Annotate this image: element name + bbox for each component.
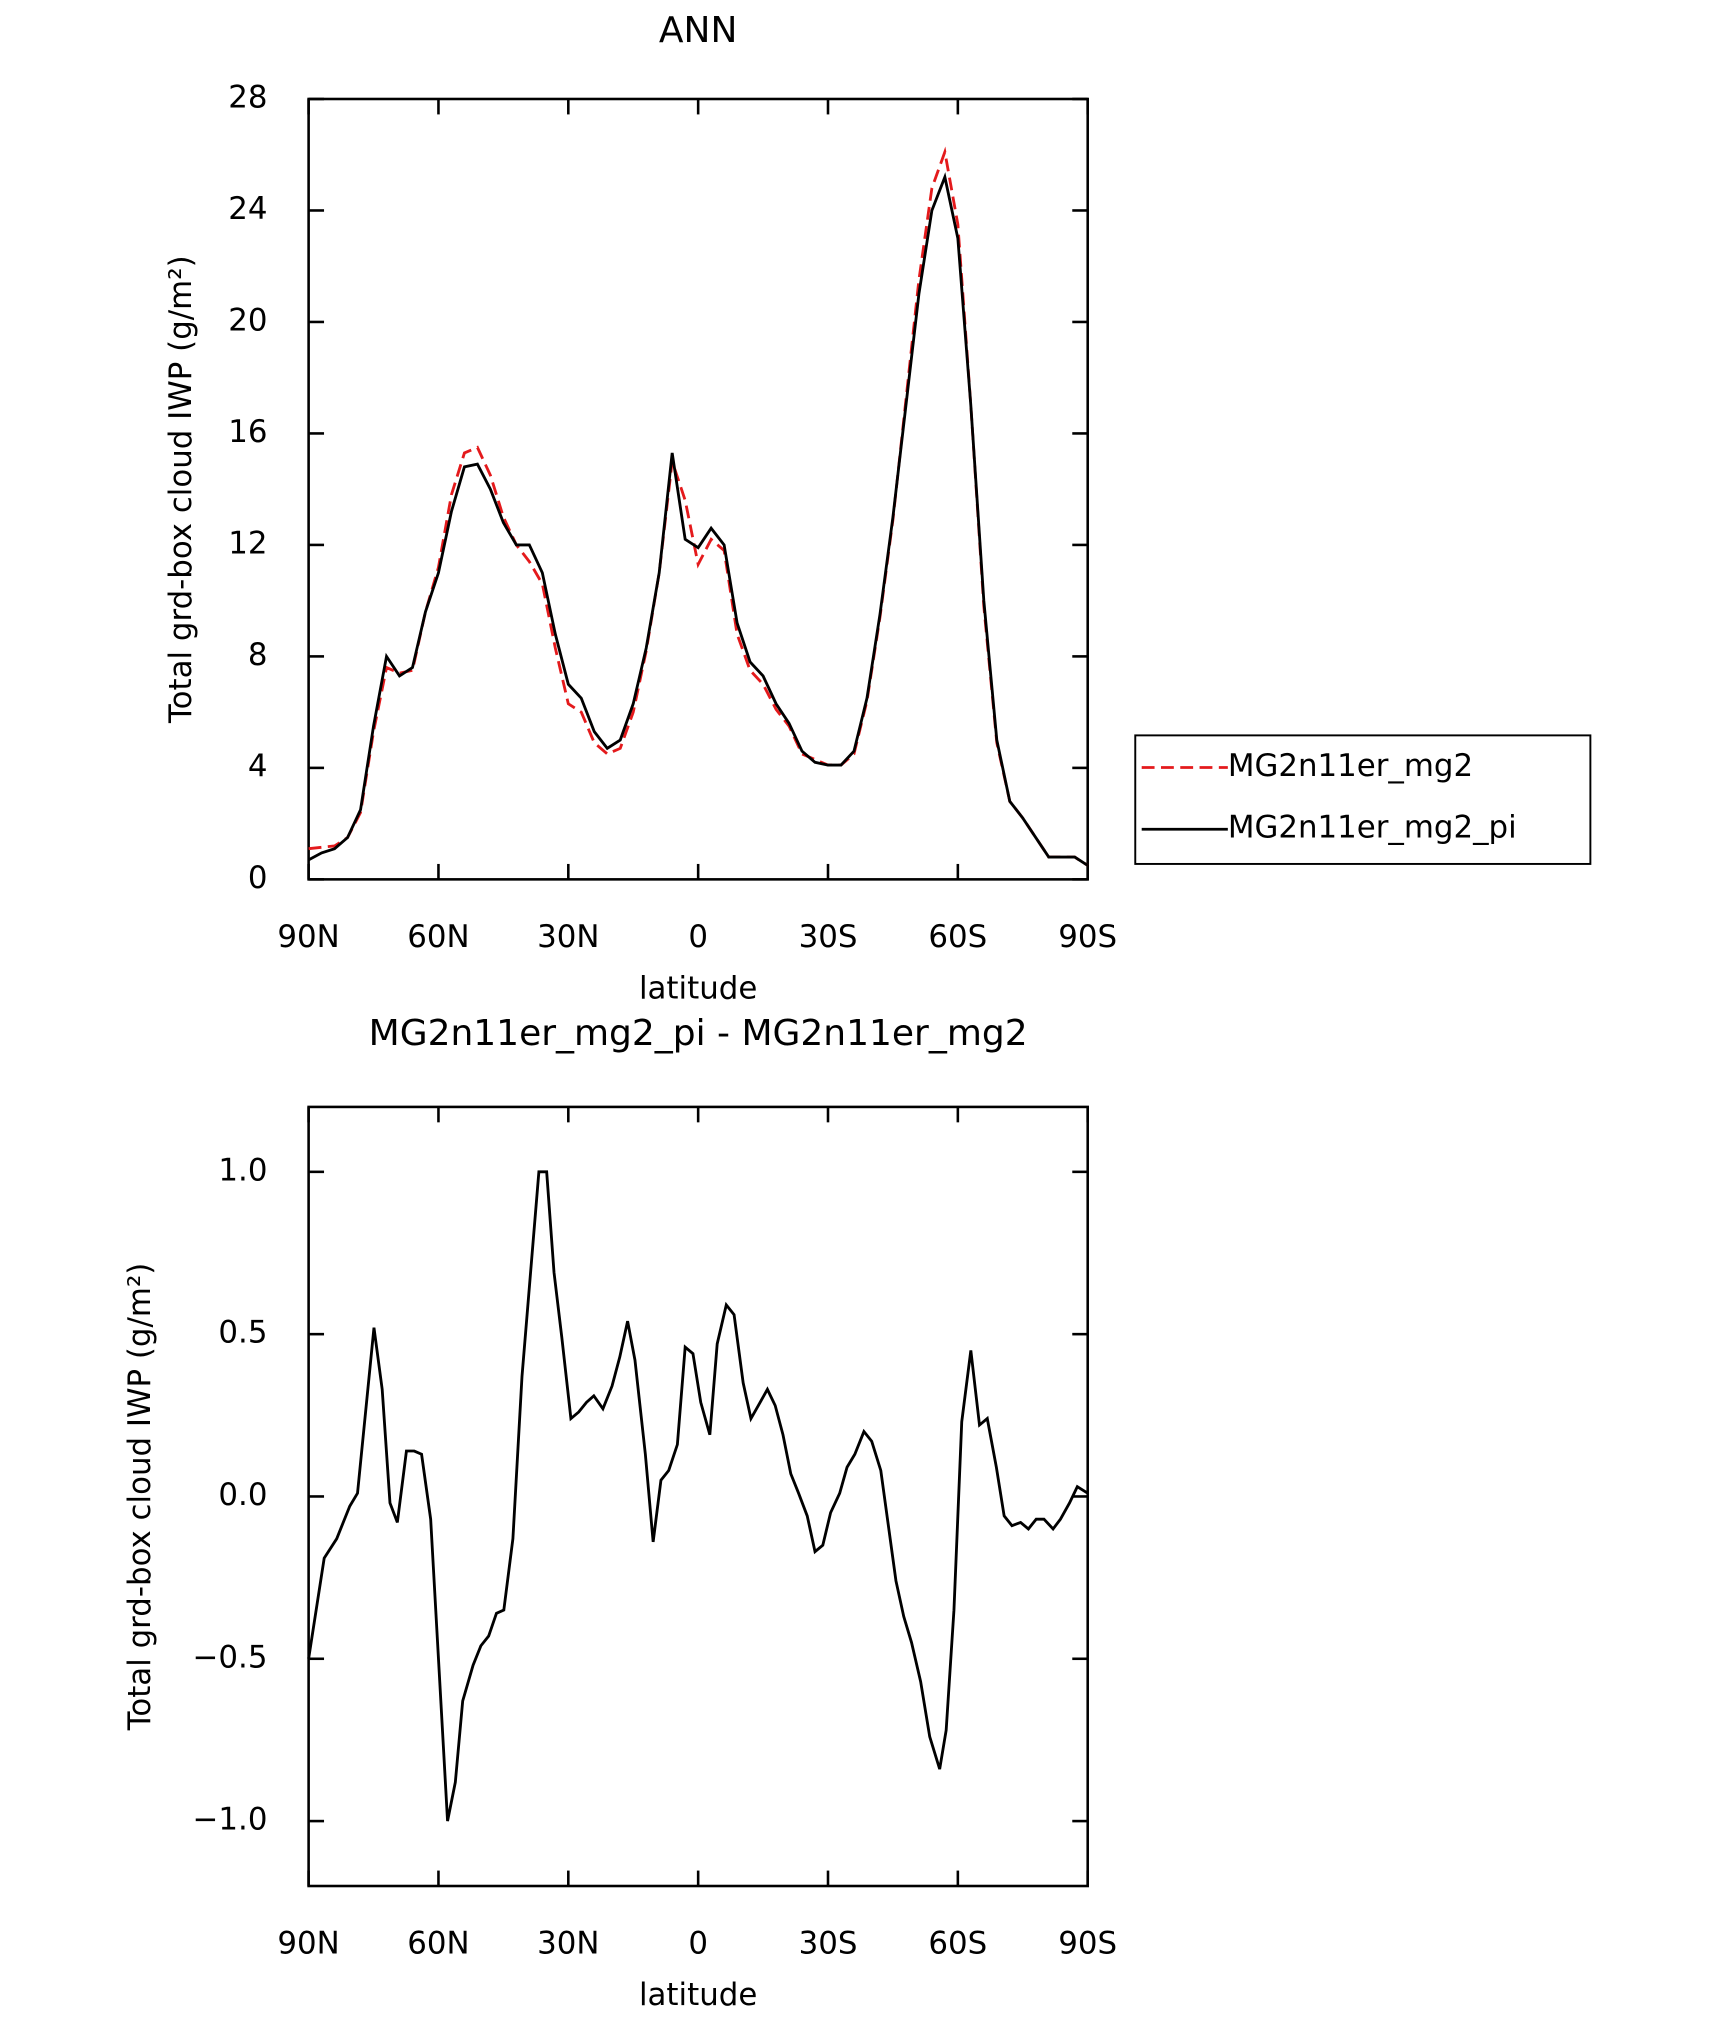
x-tick-label: 90S (1058, 1926, 1117, 1962)
x-tick-label: 60S (928, 1926, 987, 1962)
x-tick-label: 60N (407, 1926, 469, 1962)
plot-frame (307, 1105, 1089, 1888)
x-tick-label: 60N (407, 919, 469, 955)
y-tick-label: 8 (248, 637, 268, 673)
chart-title: MG2n11er_mg2_pi - MG2n11er_mg2 (369, 1013, 1028, 1054)
plot-frame (307, 97, 1089, 881)
x-tick-label: 90S (1058, 919, 1117, 955)
x-tick-label: 30N (537, 919, 599, 955)
y-tick-label: 28 (228, 79, 267, 115)
data-line (308, 146, 1089, 867)
y-tick-label: 1.0 (218, 1152, 267, 1188)
y-axis-label: Total grd-box cloud IWP (g/m²) (122, 1263, 158, 1732)
y-tick-label: 4 (248, 748, 268, 784)
legend-label: MG2n11er_mg2_pi (1228, 810, 1517, 846)
y-tick-label: 0 (248, 860, 268, 896)
legend-label: MG2n11er_mg2 (1228, 748, 1473, 784)
data-line (307, 172, 1089, 867)
y-tick-label: 20 (228, 302, 267, 338)
x-tick-label: 0 (688, 1926, 708, 1962)
x-tick-label: 0 (688, 919, 708, 955)
chart-title: ANN (659, 10, 737, 51)
y-axis-label: Total grd-box cloud IWP (g/m²) (163, 255, 199, 724)
data-line (307, 1170, 1089, 1822)
y-tick-label: −0.5 (193, 1639, 268, 1675)
y-tick-label: 0.5 (218, 1315, 267, 1351)
x-axis-label: latitude (639, 1977, 757, 2013)
x-tick-label: 90N (277, 1926, 339, 1962)
y-tick-label: −1.0 (193, 1802, 268, 1838)
y-tick-label: 16 (228, 414, 267, 450)
x-tick-label: 30S (799, 1926, 858, 1962)
y-tick-label: 24 (228, 191, 267, 227)
x-tick-label: 30S (799, 919, 858, 955)
x-tick-label: 60S (928, 919, 987, 955)
y-tick-label: 0.0 (218, 1477, 267, 1513)
legend-box (1134, 734, 1592, 865)
x-axis-label: latitude (639, 970, 757, 1006)
y-tick-label: 12 (228, 525, 267, 561)
x-tick-label: 90N (277, 919, 339, 955)
x-tick-label: 30N (537, 1926, 599, 1962)
